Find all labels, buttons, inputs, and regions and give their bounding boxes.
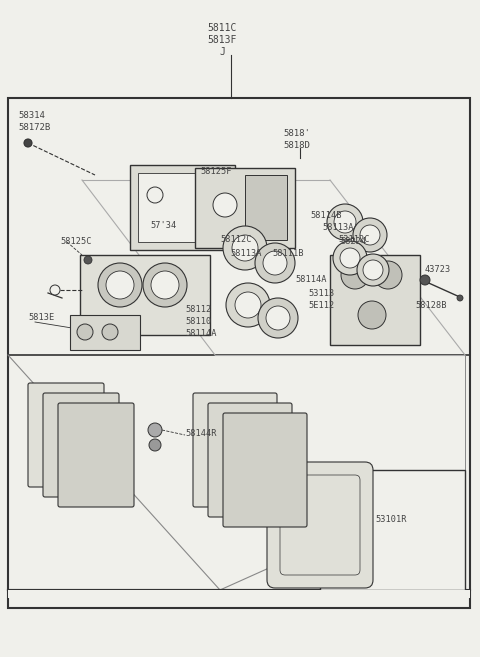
Circle shape xyxy=(50,285,60,295)
FancyBboxPatch shape xyxy=(43,393,119,497)
Text: 5813F: 5813F xyxy=(207,35,237,45)
FancyBboxPatch shape xyxy=(28,383,104,487)
Text: 58110: 58110 xyxy=(185,317,211,327)
Circle shape xyxy=(151,271,179,299)
Circle shape xyxy=(232,235,258,261)
Circle shape xyxy=(106,271,134,299)
Text: 58112: 58112 xyxy=(185,306,211,315)
Circle shape xyxy=(420,275,430,285)
Text: 5818': 5818' xyxy=(283,129,310,137)
Text: 58114A: 58114A xyxy=(295,275,326,284)
FancyBboxPatch shape xyxy=(223,413,307,527)
Bar xyxy=(138,173,227,242)
Circle shape xyxy=(266,306,290,330)
Circle shape xyxy=(235,292,261,318)
Text: 58144R: 58144R xyxy=(185,428,216,438)
Text: 43723: 43723 xyxy=(425,265,451,275)
Text: 58111B: 58111B xyxy=(272,248,303,258)
Circle shape xyxy=(102,324,118,340)
Text: 53112C: 53112C xyxy=(338,235,370,244)
FancyBboxPatch shape xyxy=(267,462,373,588)
Circle shape xyxy=(340,248,360,268)
Circle shape xyxy=(333,241,367,275)
Circle shape xyxy=(360,225,380,245)
Circle shape xyxy=(334,211,356,233)
Text: 58114B: 58114B xyxy=(310,210,341,219)
FancyBboxPatch shape xyxy=(208,403,292,517)
Text: 53113: 53113 xyxy=(308,288,334,298)
Circle shape xyxy=(374,261,402,289)
Text: 58128B: 58128B xyxy=(415,300,446,309)
Circle shape xyxy=(226,283,270,327)
Circle shape xyxy=(358,301,386,329)
Text: 5811C: 5811C xyxy=(207,23,237,33)
Polygon shape xyxy=(195,168,295,248)
FancyBboxPatch shape xyxy=(193,393,277,507)
Text: 58125C: 58125C xyxy=(60,237,92,246)
Circle shape xyxy=(213,193,237,217)
Circle shape xyxy=(263,251,287,275)
Circle shape xyxy=(143,263,187,307)
Circle shape xyxy=(223,226,267,270)
Circle shape xyxy=(149,439,161,451)
Circle shape xyxy=(24,139,32,147)
FancyBboxPatch shape xyxy=(58,403,134,507)
Bar xyxy=(70,315,140,350)
Text: 58113A: 58113A xyxy=(230,248,262,258)
Circle shape xyxy=(147,187,163,203)
Circle shape xyxy=(77,324,93,340)
Circle shape xyxy=(327,204,363,240)
Text: 58113A: 58113A xyxy=(322,223,353,231)
Bar xyxy=(130,165,235,250)
Circle shape xyxy=(363,260,383,280)
Text: 5818D: 5818D xyxy=(283,141,310,150)
Text: 58314: 58314 xyxy=(18,110,45,120)
Circle shape xyxy=(457,295,463,301)
Bar xyxy=(245,175,287,240)
Bar xyxy=(8,590,470,598)
Bar xyxy=(80,255,210,335)
Circle shape xyxy=(148,423,162,437)
Circle shape xyxy=(258,298,298,338)
Circle shape xyxy=(357,254,389,286)
Circle shape xyxy=(353,218,387,252)
Circle shape xyxy=(84,256,92,264)
Text: 58224: 58224 xyxy=(340,237,366,246)
Text: 58172B: 58172B xyxy=(18,122,50,131)
Text: 57'34: 57'34 xyxy=(150,221,176,229)
Text: 5813E: 5813E xyxy=(28,313,54,323)
Bar xyxy=(330,255,420,345)
Text: 58114A: 58114A xyxy=(185,330,216,338)
Text: J: J xyxy=(219,47,225,57)
Circle shape xyxy=(341,261,369,289)
Bar xyxy=(320,470,465,590)
Circle shape xyxy=(98,263,142,307)
Bar xyxy=(8,98,470,608)
Text: 58112C: 58112C xyxy=(220,235,252,244)
Text: 53101R: 53101R xyxy=(375,516,407,524)
Circle shape xyxy=(255,243,295,283)
Text: 58125F: 58125F xyxy=(200,168,231,177)
Text: 5E112: 5E112 xyxy=(308,302,334,311)
